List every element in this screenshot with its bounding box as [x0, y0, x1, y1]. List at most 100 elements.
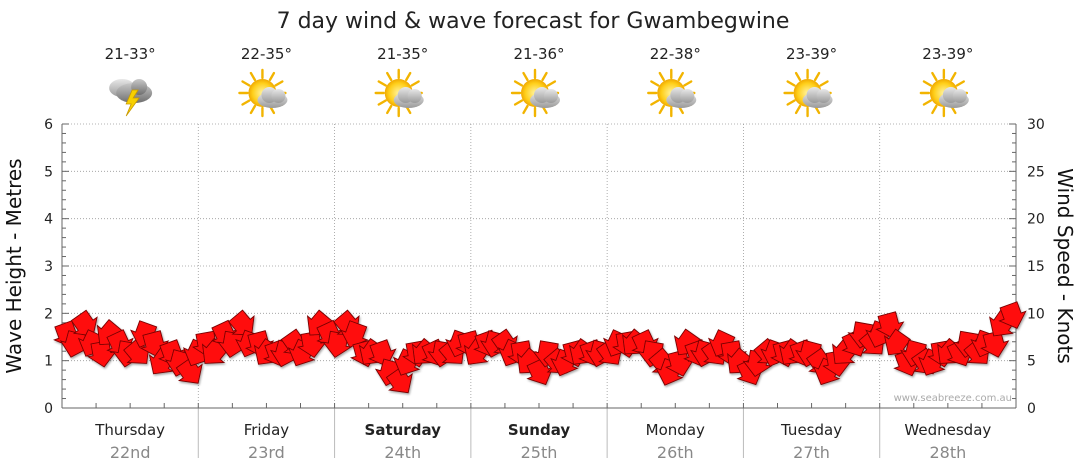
- sun-cloud-icon: [238, 68, 288, 118]
- wind-arrow: [368, 339, 397, 367]
- wind-arrow: [228, 309, 255, 336]
- sun-ray: [658, 71, 665, 82]
- wind-arrow-shape: [998, 301, 1027, 329]
- sun-ray: [268, 71, 276, 82]
- day-name-label: Sunday: [508, 421, 571, 439]
- right-tick-label: 0: [1027, 401, 1036, 417]
- temperature-row: 21-33° 22-35° 21-35° 21-36° 22-38° 23-39° 23-3…: [105, 45, 974, 63]
- day-labels: Thursday 22nd Friday 23rd Saturday 24th Sunday…: [94, 421, 991, 462]
- temperature-label: 22-35°: [241, 45, 292, 63]
- temperature-label: 22-38°: [650, 45, 701, 63]
- sun-cloud-icon: [647, 68, 697, 118]
- sun-ray: [410, 80, 420, 87]
- cloud-puff: [407, 89, 422, 103]
- day-date-label: 26th: [657, 443, 694, 462]
- right-tick-label: 20: [1027, 212, 1045, 228]
- day-date-label: 27th: [793, 443, 830, 462]
- left-tick-label: 5: [44, 164, 53, 180]
- cloud: [393, 87, 424, 108]
- day-name-label: Thursday: [94, 421, 165, 439]
- sun-ray: [794, 104, 802, 115]
- cloud: [938, 87, 969, 108]
- right-tick-label: 15: [1027, 259, 1045, 275]
- sun-ray: [931, 71, 938, 82]
- day-name-label: Friday: [244, 421, 290, 439]
- weather-icon-row: [109, 68, 969, 118]
- sun-ray: [522, 104, 529, 115]
- left-tick-label: 3: [44, 259, 53, 275]
- chart-title: 7 day wind & wave forecast for Gwambegwi…: [277, 9, 790, 34]
- sun-cloud-icon: [374, 68, 424, 118]
- wind-arrow-shape: [70, 309, 98, 337]
- sun-ray: [819, 80, 829, 87]
- left-tick-label: 6: [44, 117, 53, 133]
- sun-ray: [274, 80, 284, 87]
- sun-ray: [677, 71, 684, 82]
- cloud: [530, 87, 560, 108]
- sun-cloud-icon: [783, 68, 833, 118]
- day-name-label: Saturday: [365, 421, 442, 439]
- sun-ray: [931, 104, 938, 115]
- sun-ray: [650, 80, 660, 87]
- sun-ray: [786, 99, 796, 106]
- temperature-label: 21-33°: [105, 45, 156, 63]
- cloud: [666, 87, 697, 108]
- sun-ray: [377, 99, 387, 106]
- day-date-label: 25th: [521, 443, 558, 462]
- wind-arrow-shape: [228, 309, 255, 336]
- left-tick-label: 1: [44, 354, 53, 370]
- temperature-label: 21-35°: [377, 45, 428, 63]
- right-tick-label: 10: [1027, 306, 1045, 322]
- sun-ray: [522, 71, 529, 82]
- right-axis-ticks: 0 5 10 15 20 25 30: [1009, 117, 1045, 417]
- day-date-label: 24th: [384, 443, 421, 462]
- sun-ray: [377, 80, 387, 87]
- right-axis-label: Wind Speed - Knots: [1053, 168, 1077, 364]
- left-axis-ticks: 0 1 2 3 4 5 6: [44, 117, 983, 417]
- lightning-bolt: [125, 89, 140, 117]
- sun-ray: [950, 71, 957, 82]
- wind-arrow: [998, 301, 1027, 329]
- sun-cloud-icon: [510, 68, 560, 118]
- right-tick-label: 30: [1027, 117, 1045, 133]
- sun-ray: [513, 99, 524, 106]
- wind-arrow-shape: [368, 339, 397, 367]
- day-date-label: 28th: [929, 443, 966, 462]
- sun-ray: [794, 71, 802, 82]
- cloud-puff: [816, 89, 831, 103]
- left-tick-label: 2: [44, 306, 53, 322]
- cloud: [802, 87, 833, 108]
- left-tick-label: 4: [44, 212, 53, 228]
- sun-ray: [922, 99, 933, 106]
- sun-ray: [650, 99, 660, 106]
- right-tick-label: 5: [1027, 354, 1036, 370]
- cloud-puff: [544, 89, 558, 103]
- cloud-puff: [952, 89, 967, 103]
- day-date-label: 23rd: [248, 443, 285, 462]
- left-tick-label: 0: [44, 401, 53, 417]
- sun-ray: [786, 80, 796, 87]
- sun-ray: [813, 71, 821, 82]
- sun-ray: [405, 71, 412, 82]
- wind-arrow-series: [53, 301, 1027, 394]
- cloud-puff: [271, 89, 286, 103]
- sun-ray: [386, 71, 393, 82]
- sun-ray: [386, 104, 393, 115]
- sun-ray: [955, 80, 965, 87]
- day-name-label: Tuesday: [780, 421, 842, 439]
- day-date-label: 22nd: [110, 443, 151, 462]
- sun-ray: [683, 80, 693, 87]
- sun-ray: [241, 80, 251, 87]
- sun-ray: [513, 80, 524, 87]
- day-name-label: Wednesday: [904, 421, 991, 439]
- sun-rays: [238, 68, 287, 118]
- day-name-label: Monday: [646, 421, 705, 439]
- right-tick-label: 25: [1027, 164, 1045, 180]
- sun-ray: [658, 104, 665, 115]
- cloud: [257, 87, 288, 108]
- sun-ray: [922, 80, 933, 87]
- storm-cloud-icon: [109, 79, 153, 117]
- sun-ray: [546, 80, 557, 87]
- cloud-puff: [680, 89, 695, 103]
- sun-ray: [249, 104, 257, 115]
